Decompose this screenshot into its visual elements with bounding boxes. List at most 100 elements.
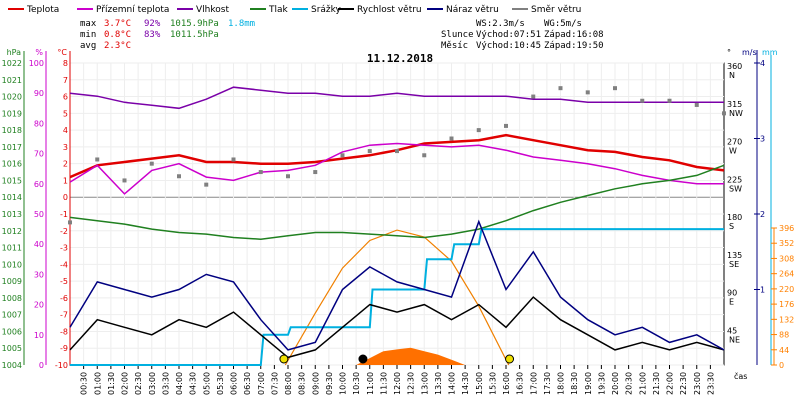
wind-direction-point — [476, 128, 481, 133]
wind-direction-point — [613, 86, 617, 91]
x-tick-label: 16:30 — [516, 372, 525, 395]
pct-tick-label: 90 — [34, 89, 44, 98]
x-tick-label: 04:30 — [189, 372, 198, 395]
x-tick-label: 17:30 — [543, 372, 552, 395]
wind-direction-point — [149, 161, 154, 166]
dir-tick-label: 180 — [727, 213, 742, 222]
x-tick-label: 23:00 — [693, 372, 702, 395]
legend-label: Přízemní teplota — [96, 5, 169, 15]
x-tick-label: 06:00 — [230, 372, 239, 395]
hpa-tick-label: 1016 — [2, 160, 22, 169]
pct-tick-label: 20 — [34, 301, 44, 310]
x-tick-label: 11:00 — [366, 372, 375, 395]
chart-title: 11.12.2018 — [367, 52, 433, 65]
dir-tick-label: 270 — [727, 138, 742, 147]
temp-tick-label: 7 — [63, 76, 68, 85]
dir-tick-label: 45 — [727, 326, 737, 335]
pct-tick-label: 10 — [34, 331, 44, 340]
dir-tick-dir: NE — [729, 335, 740, 344]
time-axis-label: čas — [734, 371, 747, 381]
temp-tick-label: -8 — [60, 327, 68, 336]
temp-tick-label: -5 — [60, 277, 68, 286]
stat-min-temp: 0.8°C — [104, 30, 131, 40]
x-tick-label: 07:30 — [270, 372, 279, 395]
series-pressure — [69, 164, 725, 240]
temp-tick-label: 3 — [63, 143, 68, 152]
temp-tick-label: -9 — [60, 344, 68, 353]
dir-tick-label: 225 — [727, 175, 742, 184]
x-axis: 00:30 01:00 01:30 02:00 02:30 03:00 03:30 04:00… — [80, 365, 715, 395]
solar-tick-label: 352 — [779, 239, 794, 248]
moon-set: Západ:19:50 — [544, 41, 604, 51]
wind-direction-point — [68, 220, 72, 225]
wind-direction-point — [694, 102, 699, 107]
x-tick-label: 18:30 — [570, 372, 579, 395]
series-precipitation — [70, 228, 724, 366]
x-tick-label: 22:00 — [666, 372, 675, 395]
x-tick-label: 10:30 — [352, 372, 361, 395]
hpa-tick-label: 1021 — [2, 76, 22, 85]
dir-tick-dir: SW — [729, 184, 742, 193]
legend-label: Rychlost větru — [357, 5, 422, 15]
temp-tick-label: -2 — [60, 227, 68, 236]
wind-ws: WS:2.3m/s — [476, 19, 525, 29]
temp-tick-label: 8 — [63, 59, 68, 68]
dir-axis-label: ° — [727, 48, 731, 57]
hpa-tick-label: 1007 — [2, 311, 22, 320]
solar-tick-label: 220 — [779, 285, 794, 294]
x-tick-label: 12:30 — [407, 372, 416, 395]
dir-tick-dir: N — [729, 71, 735, 80]
stat-avg-temp: 2.3°C — [104, 41, 131, 51]
pct-tick-label: 40 — [34, 240, 44, 249]
wind-direction-point — [258, 170, 263, 175]
hpa-tick-label: 1013 — [2, 210, 22, 219]
temp-tick-label: 5 — [63, 109, 68, 118]
hpa-tick-label: 1010 — [2, 260, 22, 269]
series-solar-measured — [356, 347, 466, 365]
x-tick-label: 04:00 — [175, 372, 184, 395]
x-tick-label: 09:00 — [311, 372, 320, 395]
marker-sunset — [505, 354, 515, 364]
x-tick-label: 10:00 — [339, 372, 348, 395]
x-tick-label: 08:30 — [298, 372, 307, 395]
legend: Teplota Přízemní teplota Vlhkost Tlak Srážky… — [8, 5, 581, 15]
x-tick-label: 00:30 — [80, 372, 89, 395]
dir-tick-dir: E — [729, 298, 734, 307]
stats-panel: max 3.7°C 92% 1015.9hPa 1.8mm min 0.8°C … — [80, 19, 604, 51]
hpa-tick-label: 1019 — [2, 109, 22, 118]
x-tick-label: 15:30 — [488, 372, 497, 395]
temp-tick-label: -1 — [60, 210, 68, 219]
wind-direction-point — [313, 170, 318, 175]
moon-label: Měsíc — [441, 41, 468, 51]
x-tick-label: 16:00 — [502, 372, 511, 395]
hpa-tick-label: 1011 — [2, 244, 22, 253]
wind-direction-point — [722, 111, 726, 116]
x-tick-label: 14:30 — [461, 372, 470, 395]
solar-tick-label: 396 — [779, 224, 794, 233]
legend-label: Vlhkost — [196, 5, 229, 15]
ms-tick-label: 4 — [760, 59, 765, 68]
hpa-tick-label: 1015 — [2, 176, 22, 185]
x-tick-label: 02:30 — [134, 372, 143, 395]
x-tick-label: 02:00 — [121, 372, 130, 395]
hpa-tick-label: 1014 — [2, 193, 22, 202]
x-tick-label: 13:30 — [434, 372, 443, 395]
wind-direction-point — [585, 90, 590, 95]
pct-tick-label: 30 — [34, 270, 44, 279]
wind-direction-point — [395, 149, 399, 154]
stat-min-hum: 83% — [144, 30, 161, 40]
x-tick-label: 20:30 — [625, 372, 634, 395]
sun-rise: Východ:07:51 — [476, 30, 541, 40]
temp-tick-label: -3 — [60, 244, 68, 253]
sun-label: Slunce — [441, 30, 474, 40]
mm-axis-label: mm — [762, 48, 778, 57]
x-tick-label: 05:30 — [216, 372, 225, 395]
x-tick-label: 01:00 — [93, 372, 102, 395]
dir-tick-label: 90 — [727, 289, 737, 298]
x-tick-label: 23:30 — [706, 372, 715, 395]
ms-axis-label: m/s — [742, 48, 757, 57]
dir-tick-label: 360 — [727, 62, 742, 71]
x-tick-label: 22:30 — [679, 372, 688, 395]
x-tick-label: 03:00 — [148, 372, 157, 395]
wind-direction-point — [422, 153, 427, 158]
